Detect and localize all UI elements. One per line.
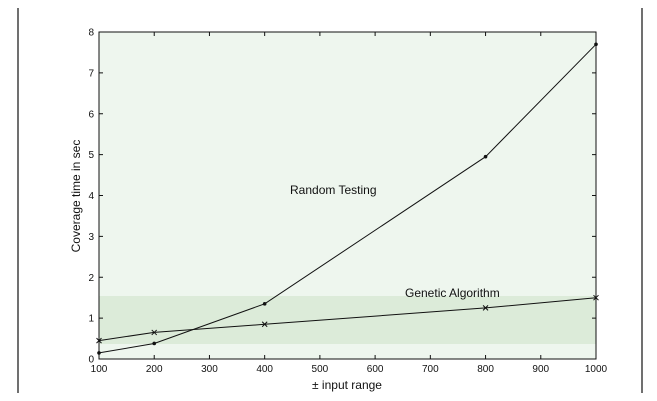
y-tick-label: 8 xyxy=(88,28,94,39)
x-axis-title: ± input range xyxy=(312,378,382,392)
y-axis-title: Coverage time in sec xyxy=(69,140,83,253)
y-tick-label: 4 xyxy=(88,191,94,202)
y-tick-label: 3 xyxy=(88,232,94,243)
x-tick-label: 600 xyxy=(367,364,384,375)
data-point-genetic-algorithm xyxy=(96,337,102,344)
y-tick-label: 2 xyxy=(88,273,94,284)
y-tick-label: 6 xyxy=(88,109,94,120)
data-point-random-testing xyxy=(483,154,488,159)
x-tick-label: 1000 xyxy=(585,364,608,375)
x-tick-label: 300 xyxy=(201,364,218,375)
axes-box xyxy=(98,31,597,360)
data-point-random-testing xyxy=(594,42,598,47)
series-label-random-testing: Random Testing xyxy=(290,183,377,197)
y-tick-label: 0 xyxy=(88,355,94,366)
y-tick-label: 5 xyxy=(88,150,94,161)
data-point-genetic-algorithm xyxy=(151,329,158,336)
x-tick-label: 900 xyxy=(532,364,549,375)
x-tick-label: 200 xyxy=(146,364,163,375)
data-point-genetic-algorithm xyxy=(261,321,268,328)
x-tick-label: 500 xyxy=(312,364,329,375)
data-point-random-testing xyxy=(152,341,157,346)
plot-shading-band xyxy=(99,296,596,344)
figure-frame xyxy=(17,8,643,393)
data-point-random-testing xyxy=(262,302,267,306)
axis-ticks: 100 200 300 400 500 600 700 800 900 1000 0 1 2 3 4 5 6 7 8 xyxy=(88,28,607,376)
series-label-genetic-algorithm: Genetic Algorithm xyxy=(405,286,500,300)
x-tick-label: 700 xyxy=(422,364,439,375)
y-tick-label: 7 xyxy=(88,68,94,79)
x-tick-label: 400 xyxy=(256,364,273,375)
y-tick-label: 1 xyxy=(88,314,94,325)
x-tick-label: 100 xyxy=(91,364,108,375)
series-layer xyxy=(96,42,599,355)
data-point-random-testing xyxy=(97,351,101,355)
x-tick-label: 800 xyxy=(477,364,494,375)
data-point-genetic-algorithm xyxy=(482,305,489,311)
data-point-genetic-algorithm xyxy=(593,294,599,301)
series-labels: Random Testing Genetic Algorithm xyxy=(290,183,500,300)
